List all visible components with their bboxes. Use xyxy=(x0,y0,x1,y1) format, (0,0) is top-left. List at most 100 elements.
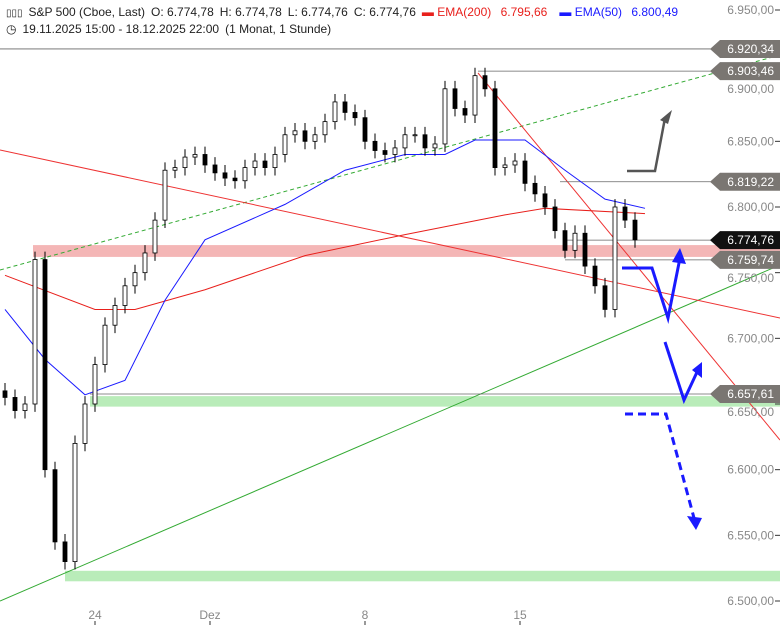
candle-body xyxy=(402,134,408,149)
candle xyxy=(92,356,98,412)
price-tag: 6.920,34 xyxy=(710,39,780,58)
scenario-arrow-blue-2 xyxy=(663,341,700,405)
candle-body xyxy=(212,164,218,174)
price-tag-bg xyxy=(710,39,780,58)
candle xyxy=(42,251,48,478)
price-tag-bg xyxy=(710,231,780,250)
y-tick-label: 6.550,00 xyxy=(727,528,774,542)
candle xyxy=(522,153,528,192)
y-tick-label: 6.800,00 xyxy=(727,200,774,214)
price-tag-label: 6.774,76 xyxy=(727,233,774,247)
candle xyxy=(382,142,388,163)
candle-body xyxy=(82,403,88,444)
ema200-legend: ▬ EMA(200) 6.795,66 xyxy=(421,5,548,19)
candle-body xyxy=(32,259,38,405)
candle-body xyxy=(262,160,268,169)
candle xyxy=(12,389,18,419)
price-tag: 6.903,46 xyxy=(710,62,780,81)
candle xyxy=(452,80,458,117)
candle-body xyxy=(2,390,8,398)
downtrend-line xyxy=(0,149,780,319)
candle-body xyxy=(372,140,378,151)
candle-body xyxy=(422,134,428,149)
candle xyxy=(192,146,198,165)
candle-body xyxy=(132,272,138,287)
candle-body xyxy=(312,134,318,142)
candle xyxy=(632,212,638,248)
candle-body xyxy=(592,265,598,287)
candle xyxy=(362,109,368,150)
candle xyxy=(502,157,508,176)
candle xyxy=(252,153,258,176)
candle-body xyxy=(332,101,338,123)
candle-body xyxy=(572,232,578,251)
candle-body xyxy=(152,219,158,254)
price-tag: 6.657,61 xyxy=(710,385,780,404)
candle-body xyxy=(322,121,328,136)
candle-body xyxy=(292,130,298,136)
price-tag-bg xyxy=(710,250,780,269)
ema50-line xyxy=(4,139,646,396)
candle xyxy=(222,164,228,186)
uptrend-line xyxy=(0,264,780,602)
support-zone-low xyxy=(65,570,780,582)
candle xyxy=(542,185,548,215)
candle xyxy=(232,170,238,189)
candle xyxy=(282,126,288,163)
price-tag: 6.819,22 xyxy=(710,172,780,191)
candle xyxy=(462,100,468,123)
candle xyxy=(172,159,178,179)
ema200-line xyxy=(4,207,646,310)
candle xyxy=(312,126,318,150)
arrow-head-icon xyxy=(660,110,672,124)
candle-body xyxy=(252,160,258,169)
price-tag-label: 6.657,61 xyxy=(727,387,774,401)
candle-body xyxy=(272,154,278,168)
candle xyxy=(472,67,478,123)
candle xyxy=(492,80,498,176)
candle xyxy=(292,122,298,143)
arrow-head-icon xyxy=(672,248,686,264)
candle xyxy=(272,146,278,176)
candle xyxy=(152,212,158,261)
price-tag-bg xyxy=(710,172,780,191)
candle xyxy=(482,67,488,97)
candle xyxy=(262,153,268,176)
candle xyxy=(102,317,108,373)
candle-body xyxy=(482,75,488,90)
candle xyxy=(132,264,138,294)
scenario-arrow-blue-1 xyxy=(622,257,682,324)
candle xyxy=(552,199,558,239)
candle xyxy=(32,251,38,412)
low-value: L: 6.774,76 xyxy=(287,5,348,19)
candle xyxy=(82,396,88,452)
candle xyxy=(442,80,448,152)
candle xyxy=(372,133,378,159)
candle-body xyxy=(552,206,558,232)
candle-body xyxy=(542,193,548,208)
candle-body xyxy=(612,206,618,310)
candle xyxy=(582,225,588,274)
candle xyxy=(572,225,578,259)
candle-body xyxy=(122,285,128,306)
candle-body xyxy=(632,219,638,241)
candle xyxy=(112,297,118,334)
candle-body xyxy=(582,232,588,267)
candle-body xyxy=(162,169,168,221)
candle xyxy=(592,258,598,294)
period: (1 Monat, 1 Stunde) xyxy=(225,22,332,36)
price-tag-label: 6.819,22 xyxy=(727,175,774,189)
candle xyxy=(2,382,8,406)
high-value: H: 6.774,78 xyxy=(219,5,282,19)
y-tick-label: 6.750,00 xyxy=(727,271,774,285)
candle-body xyxy=(492,88,498,169)
candle-body xyxy=(352,112,358,119)
candle-body xyxy=(532,182,538,195)
candle xyxy=(392,140,398,163)
candle xyxy=(72,435,78,570)
symbol: S&P 500 (Cboe, Last) xyxy=(28,5,146,19)
candle-body xyxy=(182,156,188,169)
candle-body xyxy=(242,167,248,182)
candle-body xyxy=(462,108,468,116)
